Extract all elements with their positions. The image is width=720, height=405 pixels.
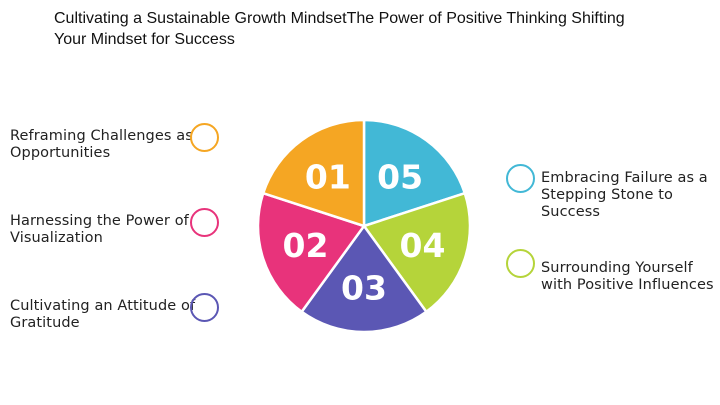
pie-segment-05: [362, 118, 467, 228]
pie-number-02: 02: [283, 226, 329, 265]
item-05-line-2: Stepping Stone to: [541, 187, 673, 203]
item-05-circle-icon: [506, 164, 535, 193]
item-03-label: Cultivating an Attitude of Gratitude: [10, 298, 195, 332]
pie-segment-04: [361, 191, 472, 314]
item-04-line-1: Surrounding Yourself: [541, 260, 693, 276]
item-02-line-2: Visualization: [10, 230, 103, 246]
item-04-circle-icon: [506, 249, 535, 278]
pie-segment-03: [299, 223, 429, 334]
item-02-label: Harnessing the Power of Visualization: [10, 213, 189, 247]
title-line-1: Cultivating a Sustainable Growth Mindset…: [54, 10, 625, 27]
item-01-circle-icon: [190, 123, 219, 152]
pie-number-01: 01: [305, 157, 351, 196]
title-line-2: Your Mindset for Success: [54, 31, 235, 48]
item-05-line-3: Success: [541, 204, 601, 220]
item-02-line-1: Harnessing the Power of: [10, 213, 189, 229]
item-02-circle-icon: [190, 208, 219, 237]
item-04-label: Surrounding Yourself with Positive Influ…: [541, 260, 714, 294]
item-05-line-1: Embracing Failure as a: [541, 170, 708, 186]
item-04-line-2: with Positive Influences: [541, 277, 714, 293]
pie-segment-02: [256, 191, 367, 314]
pie-number-05: 05: [377, 157, 423, 196]
item-01-line-1: Reframing Challenges as: [10, 128, 193, 144]
item-03-line-1: Cultivating an Attitude of: [10, 298, 196, 314]
item-01-line-2: Opportunities: [10, 145, 111, 161]
page-title: Cultivating a Sustainable Growth Mindset…: [54, 8, 694, 50]
pie-number-03: 03: [341, 268, 387, 307]
item-05-label: Embracing Failure as a Stepping Stone to…: [541, 170, 708, 221]
pie-number-04: 04: [400, 226, 446, 265]
pie-segment-01: [261, 118, 366, 228]
item-03-line-2: Gratitude: [10, 315, 80, 331]
item-03-circle-icon: [190, 293, 219, 322]
item-01-label: Reframing Challenges as Opportunities: [10, 128, 193, 162]
